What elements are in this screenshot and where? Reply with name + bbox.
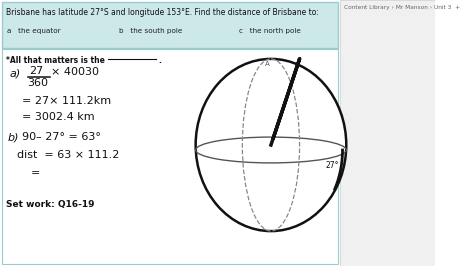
Bar	[2, 49, 338, 264]
Ellipse shape	[196, 59, 346, 231]
FancyBboxPatch shape	[2, 2, 338, 48]
Text: =: =	[31, 168, 41, 178]
Text: Set work: Q16-19: Set work: Q16-19	[6, 200, 94, 209]
Text: Brisbane has latitude 27°S and longitude 153°E. Find the distance of Brisbane to: Brisbane has latitude 27°S and longitude…	[6, 8, 319, 17]
Text: = 3002.4 km: = 3002.4 km	[22, 112, 95, 122]
Text: a   the equator: a the equator	[8, 28, 61, 34]
Text: dist  = 63 × 111.2: dist = 63 × 111.2	[17, 150, 119, 160]
Text: Content Library › Mr Manson › Unit 3  +: Content Library › Mr Manson › Unit 3 +	[344, 5, 460, 10]
Text: 90– 27° = 63°: 90– 27° = 63°	[22, 132, 101, 142]
Text: a): a)	[9, 68, 20, 78]
Text: .: .	[158, 56, 161, 65]
Text: b): b)	[8, 132, 19, 142]
Text: × 40030: × 40030	[52, 67, 100, 77]
Text: 27°: 27°	[325, 161, 339, 170]
Text: b   the south pole: b the south pole	[119, 28, 183, 34]
Text: *All that matters is the: *All that matters is the	[6, 56, 104, 65]
Text: c   the north pole: c the north pole	[239, 28, 301, 34]
Bar	[340, 0, 436, 266]
Text: = 27× 111.2km: = 27× 111.2km	[22, 96, 111, 106]
Text: 27: 27	[29, 66, 44, 76]
Text: 360: 360	[27, 78, 48, 88]
Text: A: A	[265, 61, 270, 67]
